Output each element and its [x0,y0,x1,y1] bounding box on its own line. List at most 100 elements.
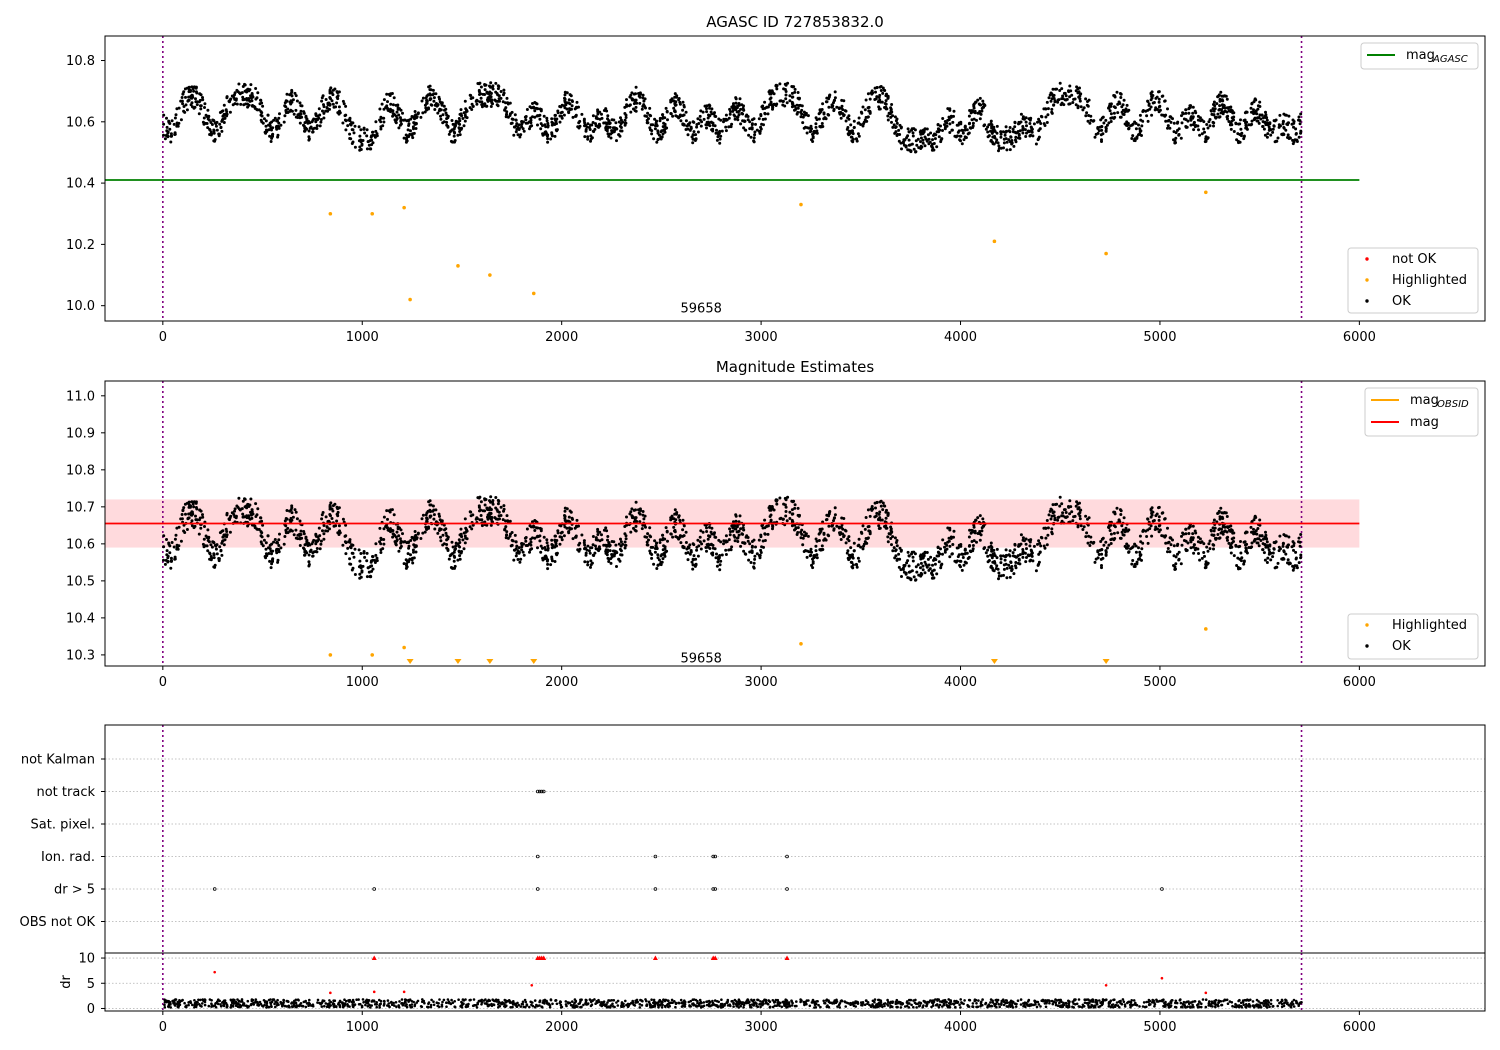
ok-point [1099,557,1103,561]
ok-point [648,526,652,530]
ok-point [1230,119,1234,123]
ok-point [691,141,695,145]
ok-point [471,96,475,100]
ok-point [1109,112,1113,116]
ok-point [895,544,899,548]
ok-point [518,135,522,139]
ok-point [794,107,798,110]
ok-point [1174,131,1178,135]
ok-point [409,553,412,557]
ok-point [950,552,954,556]
ok-point [926,133,930,137]
ok-point [786,495,790,499]
ok-point [162,113,166,117]
ok-point [709,543,713,547]
ok-point [1012,572,1016,576]
ok-point [391,535,395,539]
ok-point [734,514,738,518]
ok-point [221,109,225,113]
ok-point [999,132,1003,136]
ok-point [941,552,944,556]
ok-point [899,548,903,552]
ok-point [646,121,650,125]
ok-point [1120,110,1124,114]
ok-point [494,496,498,499]
ok-point [634,508,637,512]
ok-point [570,516,574,520]
ok-point [349,546,353,550]
ok-point [720,553,724,557]
ok-point [907,148,911,152]
ok-point [826,533,830,537]
ok-point [744,535,748,539]
ok-point [433,527,437,531]
ok-point [1206,549,1210,553]
ok-point [1242,119,1246,122]
ok-point [733,105,737,109]
ok-point [293,508,297,512]
ok-point [677,116,681,120]
ok-point [165,125,169,129]
ok-point [674,103,678,107]
ok-point [250,508,254,512]
ok-point [893,536,897,540]
ok-point [1151,101,1155,105]
ok-point [1056,98,1060,102]
ok-point [762,123,765,127]
ok-point [462,124,466,128]
ok-point [710,526,714,530]
ok-point [1286,133,1290,137]
ok-point [868,97,872,101]
ok-point [1166,126,1169,130]
ok-point [192,89,196,93]
ok-point [524,115,528,118]
ok-point [606,125,610,129]
ok-point [669,112,673,115]
ok-point [1194,531,1198,535]
ok-point [769,96,773,100]
ok-point [514,118,518,122]
ok-point [939,124,942,128]
ok-point [763,117,767,121]
ok-point [1264,545,1268,549]
ok-point [1004,548,1008,552]
ok-point [398,123,402,127]
ok-point [1217,115,1221,119]
ok-point [167,542,171,546]
ok-point [910,128,913,132]
ok-point [623,540,627,544]
ok-point [743,119,747,123]
ok-point [412,556,416,560]
ok-point [923,571,927,575]
ok-point [1208,118,1212,121]
ok-point [1262,551,1266,555]
ok-point [926,557,930,561]
ok-point [1125,103,1129,107]
ok-point [739,107,743,111]
ok-point [609,136,613,140]
ok-point [999,135,1003,139]
ok-point [839,116,843,120]
ok-point [185,528,189,531]
ok-point [600,112,603,116]
ok-point [1297,135,1301,139]
ok-point [1154,525,1158,529]
ok-point [546,140,550,144]
ok-point [933,562,937,566]
ok-point [461,117,465,120]
ok-point [1191,524,1195,528]
ok-point [634,500,638,504]
ok-point [673,109,676,113]
ok-point [549,563,553,567]
ok-point [594,124,598,128]
ok-point [1076,91,1080,95]
ok-point [743,552,747,556]
ok-point [596,108,600,112]
ok-point [203,525,206,528]
ok-point [439,117,443,121]
ok-point [194,518,198,522]
ok-point [221,117,225,121]
ok-point [1277,545,1281,549]
ok-point [576,125,580,129]
ok-point [1202,120,1206,124]
